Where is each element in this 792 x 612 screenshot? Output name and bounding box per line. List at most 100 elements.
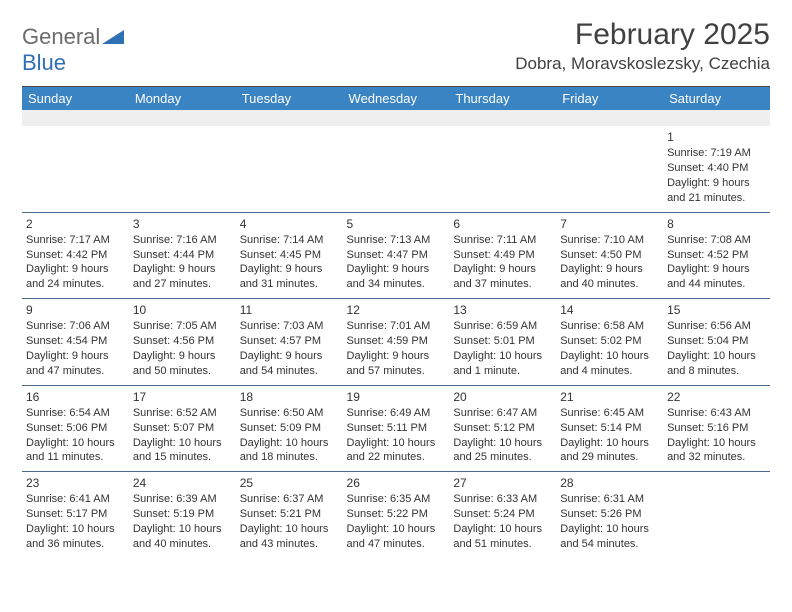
day-number: 9 — [26, 302, 125, 318]
day-cell: 6Sunrise: 7:11 AMSunset: 4:49 PMDaylight… — [449, 212, 556, 299]
day-cell: 25Sunrise: 6:37 AMSunset: 5:21 PMDayligh… — [236, 472, 343, 558]
daylight-text: and 21 minutes. — [667, 191, 766, 206]
day-header-row: SundayMondayTuesdayWednesdayThursdayFrid… — [22, 87, 770, 110]
daylight-text: and 54 minutes. — [560, 537, 659, 552]
spacer-cell — [22, 110, 129, 126]
daylight-text: Daylight: 10 hours — [453, 349, 552, 364]
sunrise-text: Sunrise: 6:37 AM — [240, 492, 339, 507]
header: General Blue February 2025 Dobra, Moravs… — [22, 18, 770, 76]
day-cell: 22Sunrise: 6:43 AMSunset: 5:16 PMDayligh… — [663, 385, 770, 472]
day-cell: 15Sunrise: 6:56 AMSunset: 5:04 PMDayligh… — [663, 299, 770, 386]
week-row: 16Sunrise: 6:54 AMSunset: 5:06 PMDayligh… — [22, 385, 770, 472]
sunset-text: Sunset: 5:22 PM — [347, 507, 446, 522]
daylight-text: Daylight: 9 hours — [347, 349, 446, 364]
daylight-text: and 4 minutes. — [560, 364, 659, 379]
daylight-text: and 34 minutes. — [347, 277, 446, 292]
sunrise-text: Sunrise: 6:33 AM — [453, 492, 552, 507]
daylight-text: and 32 minutes. — [667, 450, 766, 465]
daylight-text: and 54 minutes. — [240, 364, 339, 379]
daylight-text: Daylight: 10 hours — [667, 349, 766, 364]
daylight-text: Daylight: 10 hours — [453, 522, 552, 537]
sunrise-text: Sunrise: 7:13 AM — [347, 233, 446, 248]
day-cell: 9Sunrise: 7:06 AMSunset: 4:54 PMDaylight… — [22, 299, 129, 386]
day-cell — [449, 126, 556, 212]
day-header: Friday — [556, 87, 663, 110]
day-cell: 8Sunrise: 7:08 AMSunset: 4:52 PMDaylight… — [663, 212, 770, 299]
sunset-text: Sunset: 4:49 PM — [453, 248, 552, 263]
daylight-text: and 40 minutes. — [560, 277, 659, 292]
daylight-text: and 8 minutes. — [667, 364, 766, 379]
daylight-text: Daylight: 10 hours — [347, 436, 446, 451]
daylight-text: Daylight: 9 hours — [26, 262, 125, 277]
daylight-text: and 43 minutes. — [240, 537, 339, 552]
daylight-text: Daylight: 10 hours — [667, 436, 766, 451]
sunset-text: Sunset: 5:17 PM — [26, 507, 125, 522]
day-number: 8 — [667, 216, 766, 232]
daylight-text: Daylight: 9 hours — [26, 349, 125, 364]
daylight-text: Daylight: 9 hours — [240, 349, 339, 364]
day-cell: 11Sunrise: 7:03 AMSunset: 4:57 PMDayligh… — [236, 299, 343, 386]
daylight-text: Daylight: 10 hours — [453, 436, 552, 451]
day-number: 15 — [667, 302, 766, 318]
sunset-text: Sunset: 5:21 PM — [240, 507, 339, 522]
daylight-text: Daylight: 10 hours — [26, 436, 125, 451]
day-cell: 1Sunrise: 7:19 AMSunset: 4:40 PMDaylight… — [663, 126, 770, 212]
day-cell: 12Sunrise: 7:01 AMSunset: 4:59 PMDayligh… — [343, 299, 450, 386]
daylight-text: and 44 minutes. — [667, 277, 766, 292]
day-cell — [663, 472, 770, 558]
daylight-text: Daylight: 9 hours — [667, 262, 766, 277]
daylight-text: Daylight: 10 hours — [133, 436, 232, 451]
daylight-text: and 29 minutes. — [560, 450, 659, 465]
day-number: 24 — [133, 475, 232, 491]
sunrise-text: Sunrise: 6:50 AM — [240, 406, 339, 421]
day-cell: 19Sunrise: 6:49 AMSunset: 5:11 PMDayligh… — [343, 385, 450, 472]
sunset-text: Sunset: 4:59 PM — [347, 334, 446, 349]
sunrise-text: Sunrise: 6:47 AM — [453, 406, 552, 421]
sunrise-text: Sunrise: 6:59 AM — [453, 319, 552, 334]
calendar-head: SundayMondayTuesdayWednesdayThursdayFrid… — [22, 87, 770, 110]
day-number: 5 — [347, 216, 446, 232]
title-block: February 2025 Dobra, Moravskoslezsky, Cz… — [515, 18, 770, 74]
daylight-text: Daylight: 9 hours — [240, 262, 339, 277]
daylight-text: and 51 minutes. — [453, 537, 552, 552]
week-row: 23Sunrise: 6:41 AMSunset: 5:17 PMDayligh… — [22, 472, 770, 558]
day-cell: 18Sunrise: 6:50 AMSunset: 5:09 PMDayligh… — [236, 385, 343, 472]
day-cell: 27Sunrise: 6:33 AMSunset: 5:24 PMDayligh… — [449, 472, 556, 558]
daylight-text: and 18 minutes. — [240, 450, 339, 465]
sunrise-text: Sunrise: 6:41 AM — [26, 492, 125, 507]
calendar-body: 1Sunrise: 7:19 AMSunset: 4:40 PMDaylight… — [22, 110, 770, 558]
sunset-text: Sunset: 5:11 PM — [347, 421, 446, 436]
day-number: 28 — [560, 475, 659, 491]
day-number: 4 — [240, 216, 339, 232]
day-header: Thursday — [449, 87, 556, 110]
sunrise-text: Sunrise: 6:35 AM — [347, 492, 446, 507]
day-cell: 2Sunrise: 7:17 AMSunset: 4:42 PMDaylight… — [22, 212, 129, 299]
day-number: 3 — [133, 216, 232, 232]
day-number: 12 — [347, 302, 446, 318]
spacer-row — [22, 110, 770, 126]
daylight-text: and 31 minutes. — [240, 277, 339, 292]
day-number: 14 — [560, 302, 659, 318]
day-cell: 20Sunrise: 6:47 AMSunset: 5:12 PMDayligh… — [449, 385, 556, 472]
daylight-text: Daylight: 9 hours — [133, 349, 232, 364]
sunrise-text: Sunrise: 6:49 AM — [347, 406, 446, 421]
day-cell: 5Sunrise: 7:13 AMSunset: 4:47 PMDaylight… — [343, 212, 450, 299]
sunrise-text: Sunrise: 7:05 AM — [133, 319, 232, 334]
day-number: 10 — [133, 302, 232, 318]
sunset-text: Sunset: 4:57 PM — [240, 334, 339, 349]
day-number: 18 — [240, 389, 339, 405]
day-header: Wednesday — [343, 87, 450, 110]
day-cell — [343, 126, 450, 212]
sunset-text: Sunset: 4:56 PM — [133, 334, 232, 349]
brand-word-1: General — [22, 24, 100, 49]
sunrise-text: Sunrise: 7:19 AM — [667, 146, 766, 161]
spacer-cell — [449, 110, 556, 126]
day-cell: 21Sunrise: 6:45 AMSunset: 5:14 PMDayligh… — [556, 385, 663, 472]
sunrise-text: Sunrise: 6:39 AM — [133, 492, 232, 507]
calendar-table: SundayMondayTuesdayWednesdayThursdayFrid… — [22, 87, 770, 558]
day-number: 21 — [560, 389, 659, 405]
sunrise-text: Sunrise: 7:03 AM — [240, 319, 339, 334]
sunrise-text: Sunrise: 7:16 AM — [133, 233, 232, 248]
daylight-text: and 37 minutes. — [453, 277, 552, 292]
sunrise-text: Sunrise: 6:54 AM — [26, 406, 125, 421]
